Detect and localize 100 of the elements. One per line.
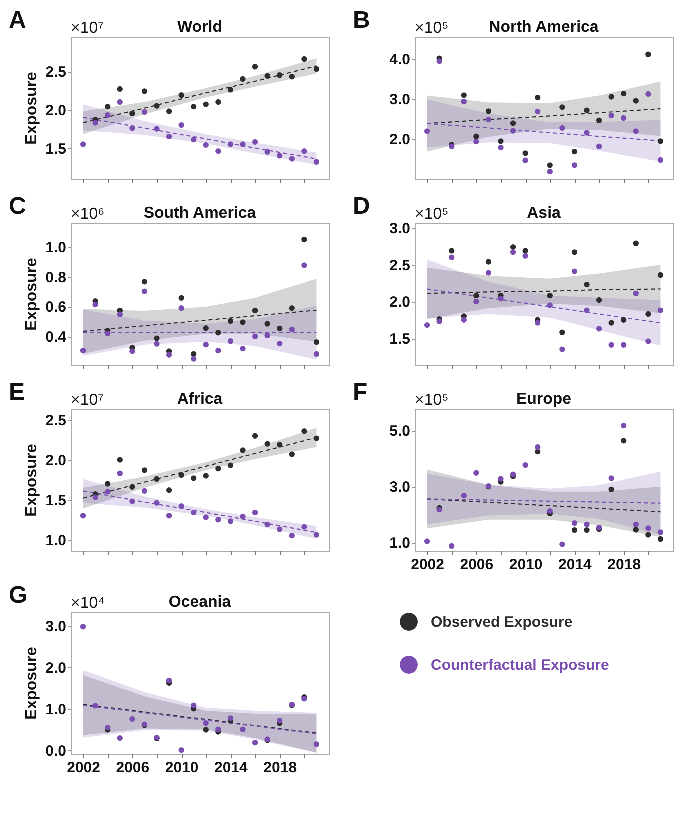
text: A (9, 7, 26, 34)
point (166, 108, 172, 114)
point (277, 526, 283, 532)
point (130, 126, 136, 132)
point (252, 433, 258, 439)
point (240, 346, 246, 352)
point (105, 330, 111, 337)
point (314, 532, 320, 538)
point (646, 338, 652, 344)
point (633, 522, 639, 528)
point (646, 525, 652, 532)
y-tick-label: 3.0 (390, 92, 410, 108)
y-tick-label: 2.5 (46, 64, 66, 82)
point (191, 702, 197, 708)
point (240, 76, 246, 82)
point (621, 438, 627, 444)
y-tick-label: 1.5 (46, 492, 66, 510)
y-tick-label: 0.0 (46, 742, 66, 760)
point (240, 142, 246, 148)
point (596, 118, 602, 124)
point (191, 510, 197, 516)
point (105, 104, 111, 110)
point (608, 342, 614, 348)
point (130, 498, 136, 504)
point (658, 157, 664, 164)
point (547, 162, 553, 168)
point (498, 476, 504, 482)
y-tick-label: 3.0 (390, 479, 410, 496)
point (277, 340, 283, 347)
text: ×10⁷ (71, 392, 104, 409)
point (633, 527, 639, 533)
point (252, 334, 258, 340)
y-tick-label: 2.0 (390, 132, 410, 148)
point (264, 73, 270, 79)
point (449, 254, 455, 260)
point (658, 530, 664, 536)
point (117, 86, 123, 92)
point (191, 476, 197, 482)
text: ×10⁵ (415, 206, 449, 223)
point (277, 326, 283, 332)
point (547, 302, 553, 308)
point (117, 470, 123, 476)
point (240, 448, 246, 454)
point (572, 162, 578, 168)
point (584, 108, 590, 114)
point (130, 110, 136, 117)
point (658, 138, 664, 144)
point (191, 356, 197, 362)
point (547, 508, 553, 514)
point (92, 703, 98, 709)
line-series (426, 108, 662, 124)
point (621, 422, 627, 429)
point (461, 493, 467, 499)
y-tick-label: 3.0 (390, 220, 410, 238)
text: ×10⁵ (415, 392, 449, 409)
chart-title: World (177, 19, 223, 36)
point (142, 288, 148, 294)
point (105, 112, 111, 118)
y-tick-label: 1.0 (46, 701, 66, 718)
point (216, 726, 222, 732)
point (498, 296, 504, 302)
point (216, 99, 222, 106)
y-axis-title: Exposure (24, 72, 41, 145)
point (535, 444, 541, 450)
point (474, 134, 480, 140)
point (424, 128, 430, 134)
point (289, 326, 295, 333)
point (314, 66, 320, 72)
point (535, 94, 541, 101)
point (178, 747, 184, 754)
point (584, 522, 590, 528)
y-axis-title: Exposure (24, 258, 41, 331)
point (117, 99, 123, 106)
legend-label: Observed Exposure (431, 614, 573, 631)
point (608, 320, 614, 326)
point (142, 109, 148, 116)
point (621, 90, 627, 97)
point (203, 102, 209, 108)
point (621, 342, 627, 348)
point (117, 457, 123, 463)
point (105, 489, 111, 495)
point (314, 436, 320, 442)
point (166, 488, 172, 494)
point (216, 517, 222, 523)
point (436, 58, 442, 64)
point (302, 262, 308, 268)
point (154, 341, 160, 347)
point (302, 148, 308, 154)
y-tick-label: 1.0 (46, 532, 66, 550)
point (264, 149, 270, 155)
point (80, 513, 86, 519)
point (584, 308, 590, 314)
point (314, 339, 320, 346)
point (646, 91, 652, 98)
point (154, 103, 160, 109)
point (658, 536, 664, 542)
point (633, 128, 639, 134)
point (216, 348, 222, 354)
point (228, 462, 234, 468)
point (449, 543, 455, 550)
